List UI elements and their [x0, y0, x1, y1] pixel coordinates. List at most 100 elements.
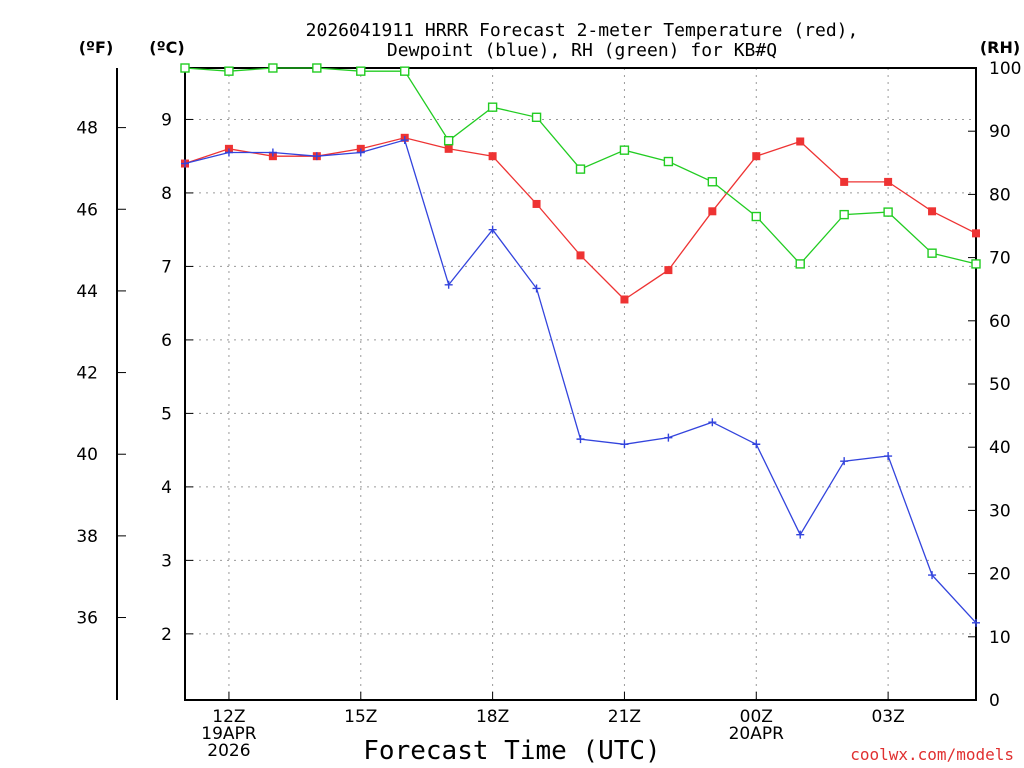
- rh-unit-label: (RH): [980, 38, 1020, 57]
- temperature-point: [840, 177, 849, 186]
- dewpoint-point: [181, 159, 189, 168]
- temperature-point: [532, 199, 541, 208]
- temperature-point: [928, 207, 937, 216]
- chart-title-line1: 2026041911 HRRR Forecast 2-meter Tempera…: [306, 20, 859, 41]
- temperature-point: [752, 152, 761, 161]
- dewpoint-point: [884, 452, 893, 461]
- x-tick-label: 12Z: [212, 707, 245, 727]
- grid-lines: [185, 68, 976, 700]
- x-tick-label: 19APR: [201, 724, 257, 744]
- rh-ticks: 0 10 20 30 40 50 60 70 80 90 100: [968, 59, 1021, 711]
- dewpoint-point: [708, 418, 717, 427]
- rh-point: [751, 211, 761, 222]
- fahrenheit-tick-label: 36: [76, 609, 98, 629]
- rh-tick-label: 50: [989, 375, 1011, 395]
- celsius-tick-label: 8: [161, 184, 172, 204]
- x-tick-label: 20APR: [729, 724, 785, 744]
- dewpoint-point: [532, 284, 541, 293]
- plot-frame: [184, 67, 977, 701]
- dewpoint-point: [664, 433, 673, 442]
- rh-point: [356, 66, 366, 76]
- celsius-tick-label: 7: [161, 257, 172, 277]
- dewpoint-point: [444, 280, 453, 289]
- rh-tick-label: 20: [989, 565, 1011, 585]
- dewpoint-point: [972, 618, 980, 627]
- temperature-point: [708, 207, 717, 216]
- x-tick-label: 2026: [207, 741, 250, 761]
- rh-point: [795, 259, 805, 269]
- chart-title-line2: Dewpoint (blue), RH (green) for KB#Q: [387, 40, 777, 61]
- temperature-point: [576, 251, 585, 260]
- temperature-line: [184, 137, 977, 301]
- x-axis-label: Forecast Time (UTC): [363, 736, 660, 766]
- rh-tick-label: 80: [989, 185, 1011, 205]
- dewpoint-point: [840, 457, 849, 466]
- rh-point: [839, 209, 849, 220]
- rh-tick-label: 100: [989, 59, 1021, 79]
- x-tick-label: 00Z: [740, 707, 773, 727]
- rh-point: [531, 112, 542, 122]
- celsius-tick-label: 9: [161, 110, 172, 130]
- rh-point: [487, 102, 498, 112]
- watermark: coolwx.com/models: [850, 745, 1014, 764]
- celsius-tick-label: 5: [161, 404, 172, 424]
- x-tick-label: 15Z: [344, 707, 377, 727]
- temperature-point: [884, 177, 893, 186]
- rh-point: [707, 177, 718, 187]
- temperature-point: [664, 266, 673, 275]
- x-tick-label: 21Z: [608, 707, 641, 727]
- temperature-point: [972, 229, 980, 238]
- dewpoint-point: [356, 148, 365, 157]
- rh-point: [400, 66, 410, 76]
- dewpoint-point: [268, 148, 277, 157]
- dewpoint-point: [576, 435, 585, 444]
- celsius-ticks: 2 3 4 5 6 7 8 9: [161, 110, 193, 645]
- rh-tick-label: 30: [989, 501, 1011, 521]
- dewpoint-point: [796, 530, 805, 539]
- celsius-tick-label: 4: [161, 478, 172, 498]
- celsius-tick-label: 3: [161, 551, 172, 571]
- fahrenheit-tick-label: 46: [76, 200, 98, 220]
- fahrenheit-tick-label: 44: [76, 282, 98, 302]
- rh-tick-label: 40: [989, 438, 1011, 458]
- x-tick-label: 18Z: [476, 707, 509, 727]
- rh-point: [927, 248, 937, 258]
- dewpoint-point: [928, 571, 937, 580]
- rh-tick-label: 0: [989, 691, 1000, 711]
- rh-tick-label: 70: [989, 249, 1011, 269]
- temperature-point: [488, 152, 497, 161]
- rh-point: [443, 135, 454, 146]
- celsius-tick-label: 6: [161, 331, 172, 351]
- rh-tick-label: 90: [989, 122, 1011, 142]
- rh-point: [619, 145, 630, 155]
- rh-point: [180, 63, 190, 73]
- rh-point: [663, 156, 674, 167]
- series-layer: [180, 63, 981, 627]
- fahrenheit-tick-label: 42: [76, 364, 98, 384]
- celsius-unit-label: (ºC): [149, 38, 184, 57]
- rh-point: [312, 63, 322, 73]
- dewpoint-point: [400, 136, 409, 145]
- dewpoint-point: [224, 148, 233, 157]
- rh-tick-label: 10: [989, 628, 1011, 648]
- rh-point: [268, 63, 278, 73]
- x-tick-label: 03Z: [871, 707, 904, 727]
- dewpoint-line: [184, 139, 977, 624]
- temperature-point: [444, 144, 453, 153]
- dewpoint-point: [620, 440, 629, 449]
- rh-tick-label: 60: [989, 312, 1011, 332]
- rh-point: [971, 259, 981, 269]
- fahrenheit-tick-label: 38: [76, 527, 98, 547]
- fahrenheit-tick-label: 40: [76, 445, 98, 465]
- dewpoint-point: [488, 225, 497, 234]
- rh-point: [883, 207, 893, 217]
- fahrenheit-ticks: 36 38 40 42 44 46 48: [76, 119, 126, 629]
- dewpoint-point: [752, 440, 761, 449]
- celsius-tick-label: 2: [161, 625, 172, 645]
- temperature-point: [620, 295, 629, 304]
- fahrenheit-unit-label: (ºF): [79, 38, 114, 57]
- fahrenheit-tick-label: 48: [76, 119, 98, 139]
- temperature-point: [796, 137, 805, 146]
